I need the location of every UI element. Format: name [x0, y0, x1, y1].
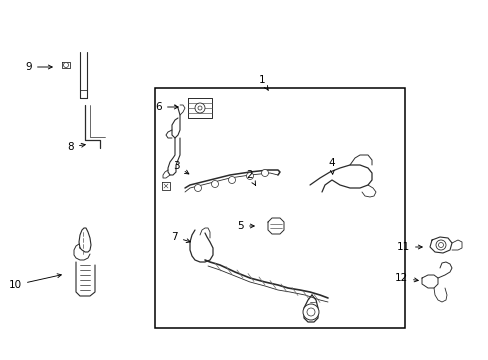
Text: 7: 7	[171, 232, 190, 243]
Text: 10: 10	[9, 274, 61, 290]
Circle shape	[306, 308, 314, 316]
Bar	[155, 88, 404, 328]
Circle shape	[211, 180, 218, 188]
Text: 4: 4	[328, 158, 334, 174]
Circle shape	[195, 103, 204, 113]
Text: 5: 5	[237, 221, 254, 231]
Text: 9: 9	[25, 62, 52, 72]
Text: 11: 11	[396, 242, 421, 252]
Circle shape	[63, 63, 68, 68]
Circle shape	[194, 185, 201, 192]
Text: 1: 1	[258, 75, 267, 90]
Text: 12: 12	[394, 273, 417, 283]
Circle shape	[438, 243, 443, 248]
Circle shape	[198, 106, 202, 110]
Circle shape	[261, 170, 268, 176]
Text: 3: 3	[173, 161, 188, 174]
Circle shape	[435, 240, 445, 250]
Circle shape	[228, 176, 235, 184]
Text: 6: 6	[155, 102, 178, 112]
Circle shape	[303, 304, 318, 320]
Text: 2: 2	[246, 170, 255, 185]
Circle shape	[246, 172, 253, 180]
Text: 8: 8	[67, 142, 85, 152]
